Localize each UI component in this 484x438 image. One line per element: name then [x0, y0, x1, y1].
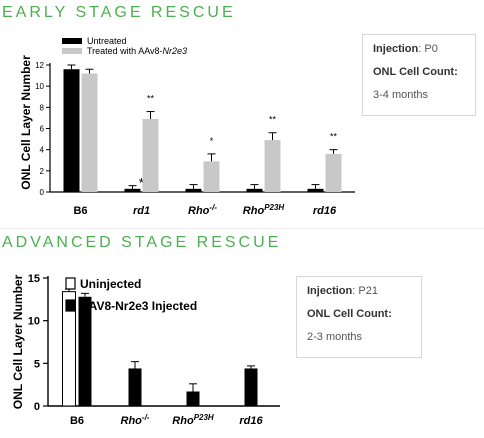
legend-label: Treated with AAv8-Nr2e3 — [87, 46, 187, 56]
advanced-stage-chart: ONL Cell Layer Number 0 5 10 15 B6 Rho-/- RhoP2… — [11, 273, 280, 427]
bar-rd1-1 — [142, 118, 159, 192]
bar-Rho-0 — [185, 188, 202, 192]
injection-value: P0 — [424, 43, 438, 55]
y-tick-label: 0 — [34, 401, 40, 413]
category-label: rd16 — [239, 415, 263, 427]
bar-rd16-1 — [325, 153, 342, 192]
category-label: B6 — [70, 415, 84, 427]
injection-label: Injection — [307, 285, 353, 297]
significance-mark: ** — [147, 94, 155, 104]
early-stage-chart: ONL Cell Layer Number024681012B6***rd1*R… — [19, 36, 355, 217]
y-tick-label: 6 — [40, 125, 45, 134]
onl-count-value: 2-3 months — [307, 331, 363, 343]
legend-label: Untreated — [87, 36, 127, 46]
category-label: RhoP23H — [172, 413, 214, 427]
injection-label: Injection — [373, 43, 419, 55]
legend-label: AAV8-Nr2e3 Injected — [80, 299, 197, 313]
onl-count-label: ONL Cell Count: — [307, 308, 392, 320]
y-tick-label: 15 — [28, 273, 40, 285]
significance-mark: ** — [269, 115, 277, 125]
y-tick-label: 10 — [28, 316, 40, 328]
bar-B6-0 — [63, 69, 80, 192]
category-label: RhoP23H — [243, 203, 285, 217]
early-info-box: Injection: P0 ONL Cell Count: 3-4 months — [362, 34, 476, 116]
advanced-info-box: Injection: P21 ONL Cell Count: 2-3 month… — [296, 276, 422, 358]
legend-swatch — [62, 38, 82, 44]
significance-mark: * — [210, 136, 214, 146]
bar-rd16-0 — [307, 188, 324, 192]
bar-injected-B6 — [78, 296, 92, 406]
category-label: rd16 — [313, 205, 337, 217]
early-stage-title: EARLY STAGE RESCUE — [2, 4, 236, 21]
legend-swatch — [65, 277, 76, 290]
bar-Rho-1 — [203, 161, 220, 192]
bar-B6-1 — [81, 73, 98, 192]
y-axis-label: ONL Cell Layer Number — [19, 55, 33, 190]
y-tick-label: 5 — [34, 358, 40, 370]
category-label: Rho-/- — [121, 413, 150, 427]
bar-injected-rd16 — [244, 368, 258, 406]
bar-Rho-0 — [246, 188, 263, 192]
bar-rd1-0 — [124, 188, 141, 192]
section-divider — [0, 228, 484, 229]
y-tick-label: 10 — [35, 82, 44, 91]
bar-injected-Rho — [128, 368, 142, 406]
legend-swatch — [65, 299, 76, 312]
y-tick-label: 12 — [35, 61, 44, 70]
bar-injected-Rho — [186, 391, 200, 406]
untreated-mark: * — [139, 175, 145, 191]
onl-count-value: 3-4 months — [373, 89, 429, 101]
advanced-stage-title: ADVANCED STAGE RESCUE — [2, 234, 282, 251]
y-tick-label: 2 — [40, 167, 45, 176]
y-tick-label: 4 — [40, 146, 45, 155]
legend-swatch — [62, 48, 82, 54]
y-axis-label: ONL Cell Layer Number — [11, 274, 25, 409]
y-tick-label: 8 — [40, 103, 45, 112]
legend-label: Uninjected — [80, 277, 141, 291]
bar-Rho-1 — [264, 140, 281, 192]
category-label: Rho-/- — [188, 203, 217, 217]
category-label: rd1 — [133, 205, 150, 217]
y-tick-label: 0 — [40, 188, 45, 197]
significance-mark: ** — [330, 132, 338, 142]
category-label: B6 — [73, 205, 87, 217]
onl-count-label: ONL Cell Count: — [373, 66, 458, 78]
injection-value: P21 — [358, 285, 378, 297]
